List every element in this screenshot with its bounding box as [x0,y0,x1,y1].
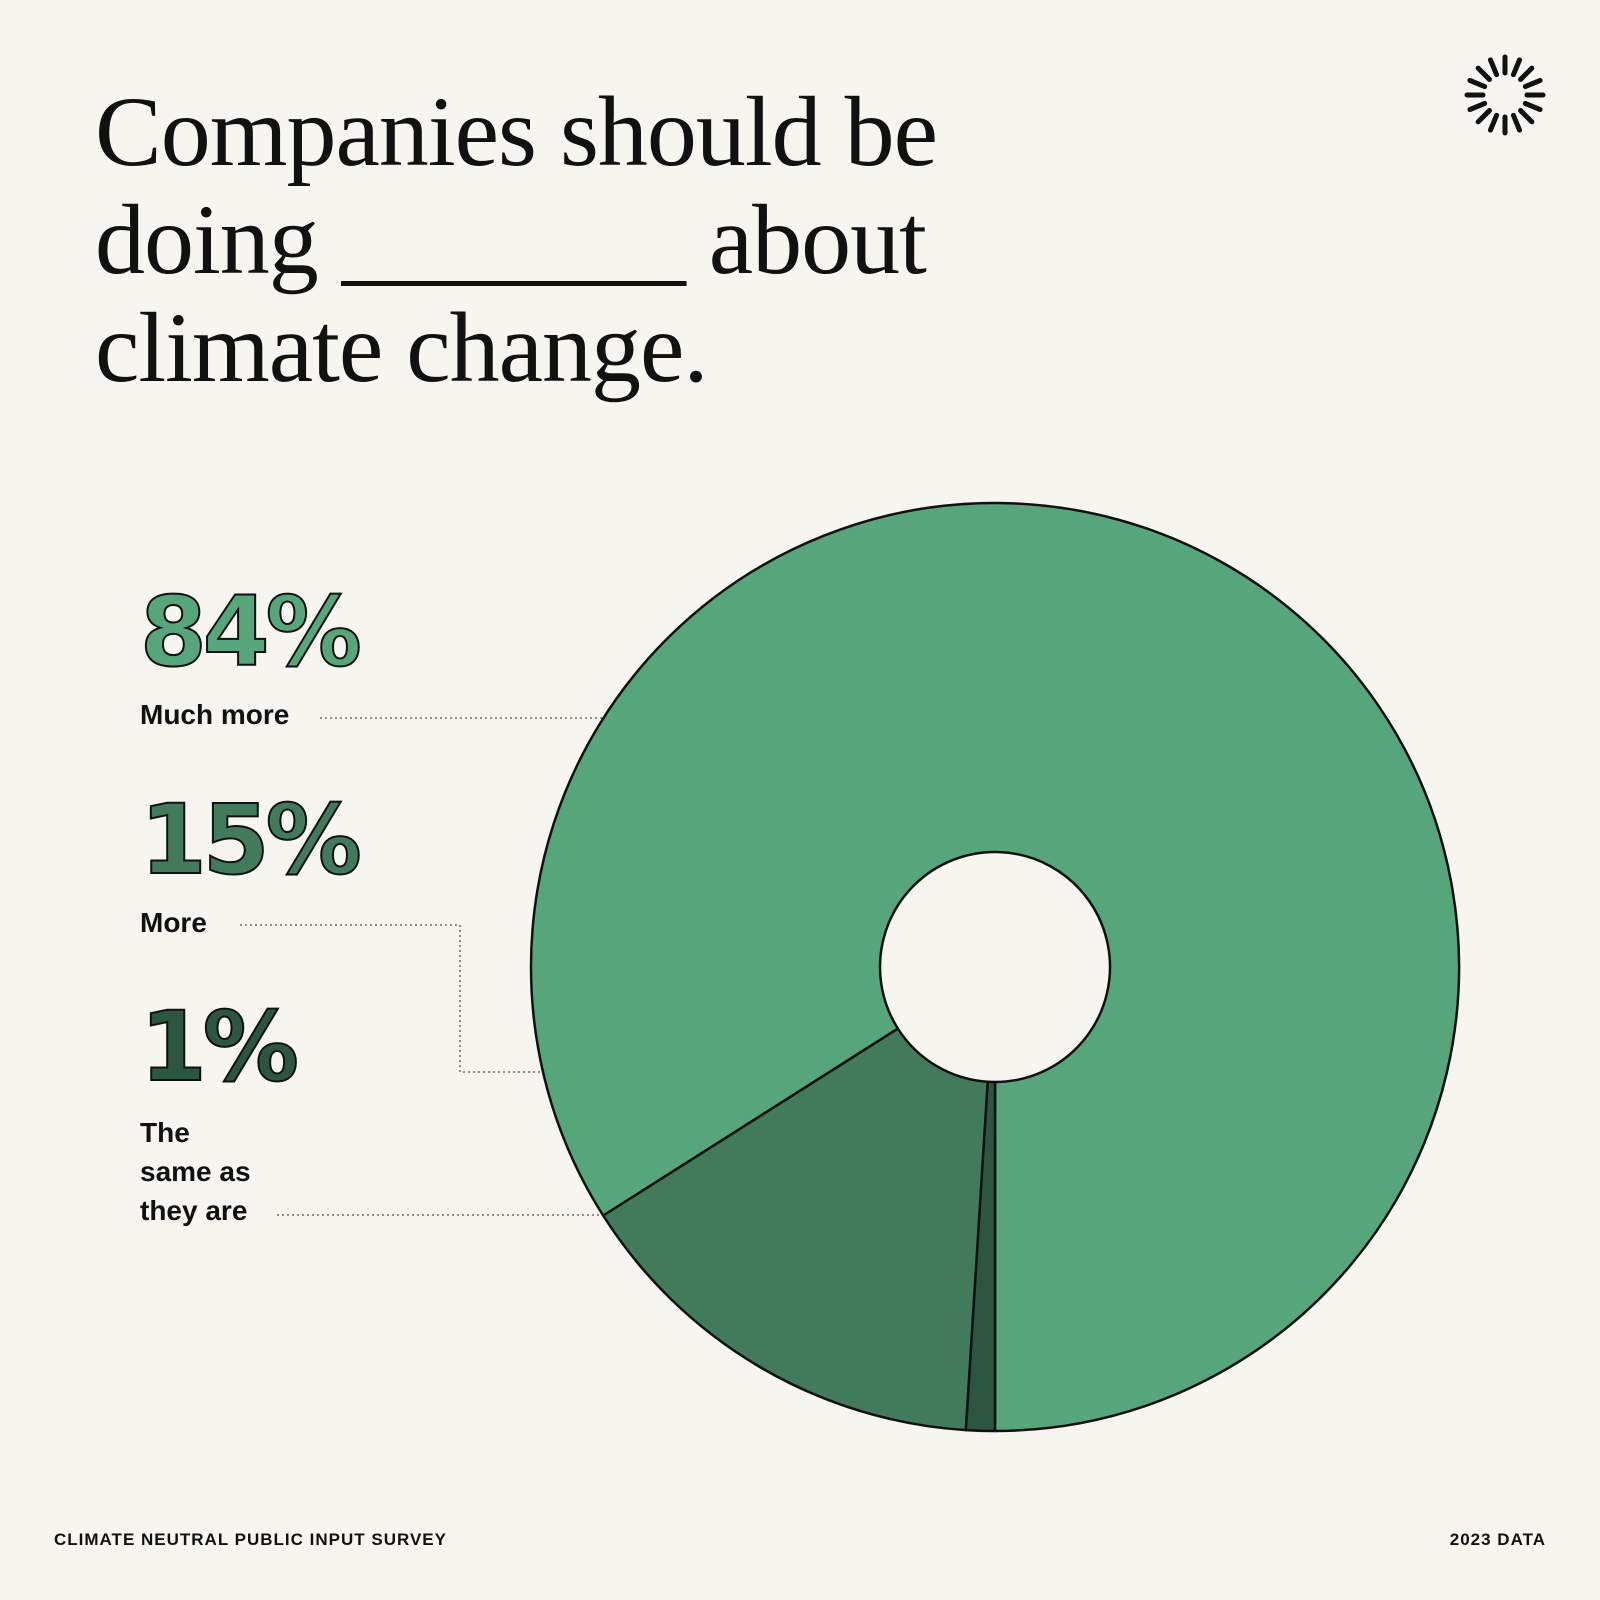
chart-title: Companies should be doing _______ about … [95,76,938,403]
logo-dash [1518,108,1535,125]
pie-slice [529,501,1461,1433]
logo-dash [1475,108,1492,125]
value-label: 84% [140,576,360,688]
logo [1464,54,1546,136]
logo-dash [1467,100,1488,113]
logo-dash [1518,65,1535,82]
logo-dash [1510,57,1523,78]
logo-dash [1510,112,1523,133]
leader-line [240,924,884,1073]
category-label: More [140,907,207,938]
category-label: The same as they are [140,1117,251,1226]
logo-dash [1487,57,1500,78]
logo-dash [1522,77,1543,90]
pie-slice [601,1027,990,1432]
logo-dash [1522,100,1543,113]
category-label: Much more [140,699,290,730]
pie-slice [964,1080,997,1433]
logo-dash [1475,65,1492,82]
logo-dash [1467,77,1488,90]
footer-year: 2023 DATA [1449,1530,1546,1549]
footer-source: CLIMATE NEUTRAL PUBLIC INPUT SURVEY [54,1530,447,1549]
value-label: 15% [140,784,360,896]
value-label: 1% [140,991,297,1103]
logo-dash [1487,112,1500,133]
